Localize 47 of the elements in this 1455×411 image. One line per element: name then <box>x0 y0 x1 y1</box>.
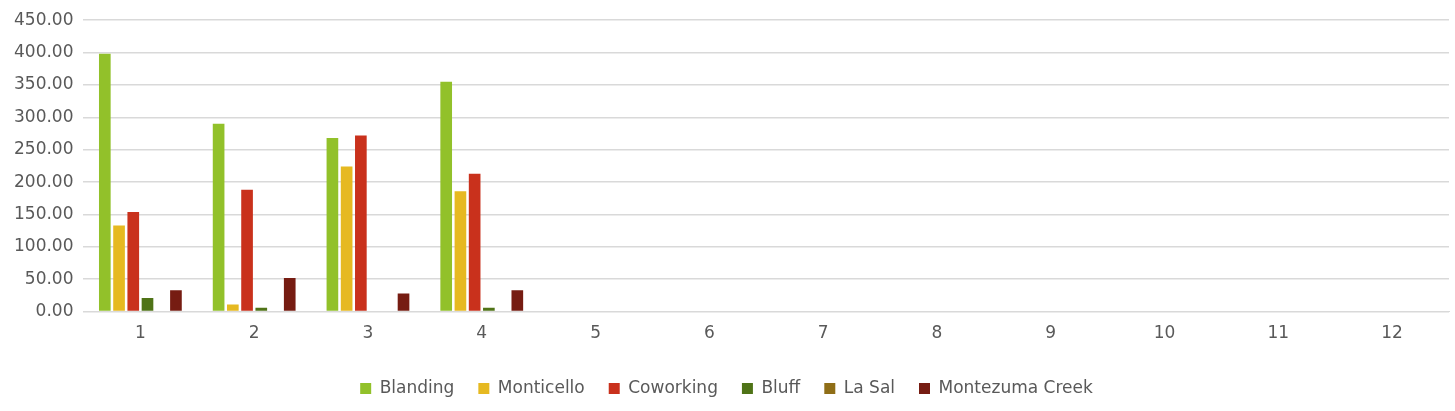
y-tick-label: 250.00 <box>14 138 74 159</box>
x-tick-label: 6 <box>703 322 715 343</box>
bar <box>255 307 268 311</box>
bar <box>113 225 125 311</box>
legend-label: Blanding <box>379 376 455 397</box>
x-tick-label: 7 <box>817 322 829 343</box>
bar <box>170 290 182 311</box>
y-tick-label: 50.00 <box>24 267 74 288</box>
x-tick-label: 5 <box>590 322 601 343</box>
x-tick-label: 1 <box>134 322 146 343</box>
bar <box>127 211 140 311</box>
legend-label: Coworking <box>628 376 718 397</box>
x-tick-label: 10 <box>1153 322 1176 343</box>
bar <box>468 173 481 311</box>
x-tick-label: 4 <box>476 322 488 343</box>
bar <box>355 135 367 311</box>
x-tick-label: 9 <box>1045 322 1057 343</box>
x-tick-label: 8 <box>931 322 943 343</box>
x-tick-label: 2 <box>248 322 260 343</box>
bar <box>511 290 524 311</box>
y-tick-label: 0.00 <box>35 300 74 321</box>
bar <box>454 191 467 311</box>
bar <box>283 277 296 311</box>
bar <box>326 138 339 311</box>
bar <box>227 304 239 311</box>
y-tick-label: 200.00 <box>14 170 74 191</box>
x-tick-label: 11 <box>1267 322 1290 343</box>
x-tick-label: 3 <box>362 322 374 343</box>
bar <box>141 298 154 311</box>
bar <box>483 307 495 311</box>
y-tick-label: 300.00 <box>14 105 74 126</box>
bar <box>397 293 410 311</box>
bar <box>212 123 225 311</box>
x-tick-label: 12 <box>1381 322 1403 343</box>
y-tick-label: 350.00 <box>14 73 74 94</box>
y-tick-label: 450.00 <box>14 8 74 29</box>
legend-label: Monticello <box>497 376 585 397</box>
y-tick-label: 400.00 <box>14 41 74 61</box>
y-tick-label: 100.00 <box>14 235 74 256</box>
legend-label: Bluff <box>761 376 802 397</box>
bar <box>440 81 453 311</box>
legend-label: Montezuma Creek <box>938 376 1093 397</box>
y-tick-label: 150.00 <box>14 202 74 223</box>
legend-label: La Sal <box>843 376 896 397</box>
bar <box>241 189 253 311</box>
bar <box>340 166 353 311</box>
bar <box>98 53 111 311</box>
